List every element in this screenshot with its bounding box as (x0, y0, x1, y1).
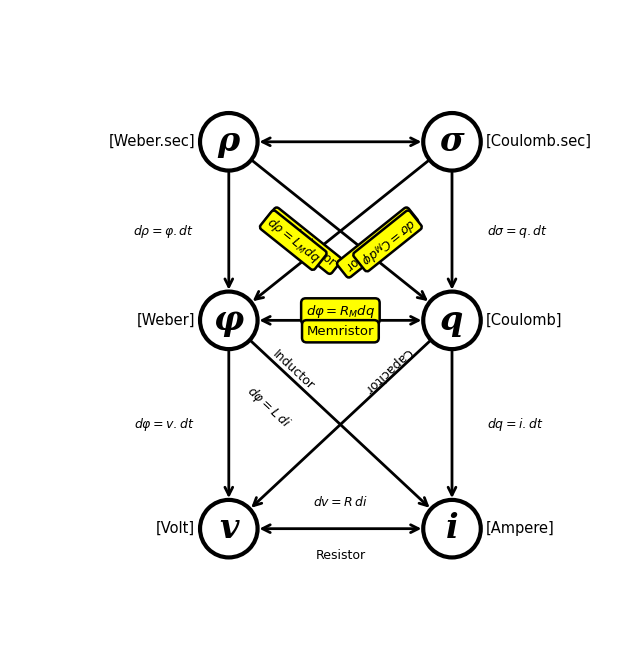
Circle shape (423, 113, 481, 171)
Text: $dv = R\,di$: $dv = R\,di$ (313, 495, 368, 509)
Text: $d\rho = \varphi.dt$: $d\rho = \varphi.dt$ (133, 222, 194, 239)
Circle shape (200, 113, 257, 171)
Text: $d\sigma = C_M d\varphi$: $d\sigma = C_M d\varphi$ (356, 214, 419, 268)
Text: Inductor: Inductor (270, 347, 317, 392)
Circle shape (200, 292, 257, 349)
Text: $dq = i.dt$: $dq = i.dt$ (487, 416, 543, 433)
Text: σ: σ (440, 126, 464, 158)
Text: $d\varphi = v.dt$: $d\varphi = v.dt$ (134, 416, 194, 433)
Circle shape (200, 500, 257, 557)
Text: [Volt]: [Volt] (156, 521, 195, 536)
Text: $d\sigma = q.dt$: $d\sigma = q.dt$ (487, 222, 547, 239)
Text: Capacitor: Capacitor (361, 345, 414, 395)
Circle shape (423, 500, 481, 557)
Text: v: v (219, 512, 239, 545)
Text: i: i (445, 512, 458, 545)
Text: [Ampere]: [Ampere] (486, 521, 554, 536)
Text: φ: φ (214, 304, 244, 337)
Text: $d\rho = L_M dq$: $d\rho = L_M dq$ (263, 214, 323, 267)
Text: q: q (440, 304, 464, 337)
Text: $d\varphi = R_M dq$: $d\varphi = R_M dq$ (306, 303, 375, 320)
Circle shape (423, 292, 481, 349)
Text: [Coulomb.sec]: [Coulomb.sec] (486, 134, 592, 149)
Text: ρ: ρ (218, 126, 240, 158)
Text: Resistor: Resistor (316, 549, 365, 562)
Text: Meminductor: Meminductor (269, 211, 338, 270)
Text: [Weber]: [Weber] (136, 313, 195, 328)
Text: Memcapacitor: Memcapacitor (340, 211, 415, 274)
Text: Memristor: Memristor (307, 325, 374, 337)
Text: [Coulomb]: [Coulomb] (486, 313, 562, 328)
Text: [Weber.sec]: [Weber.sec] (108, 134, 195, 149)
Text: $d\varphi = L\,di$: $d\varphi = L\,di$ (243, 383, 294, 432)
